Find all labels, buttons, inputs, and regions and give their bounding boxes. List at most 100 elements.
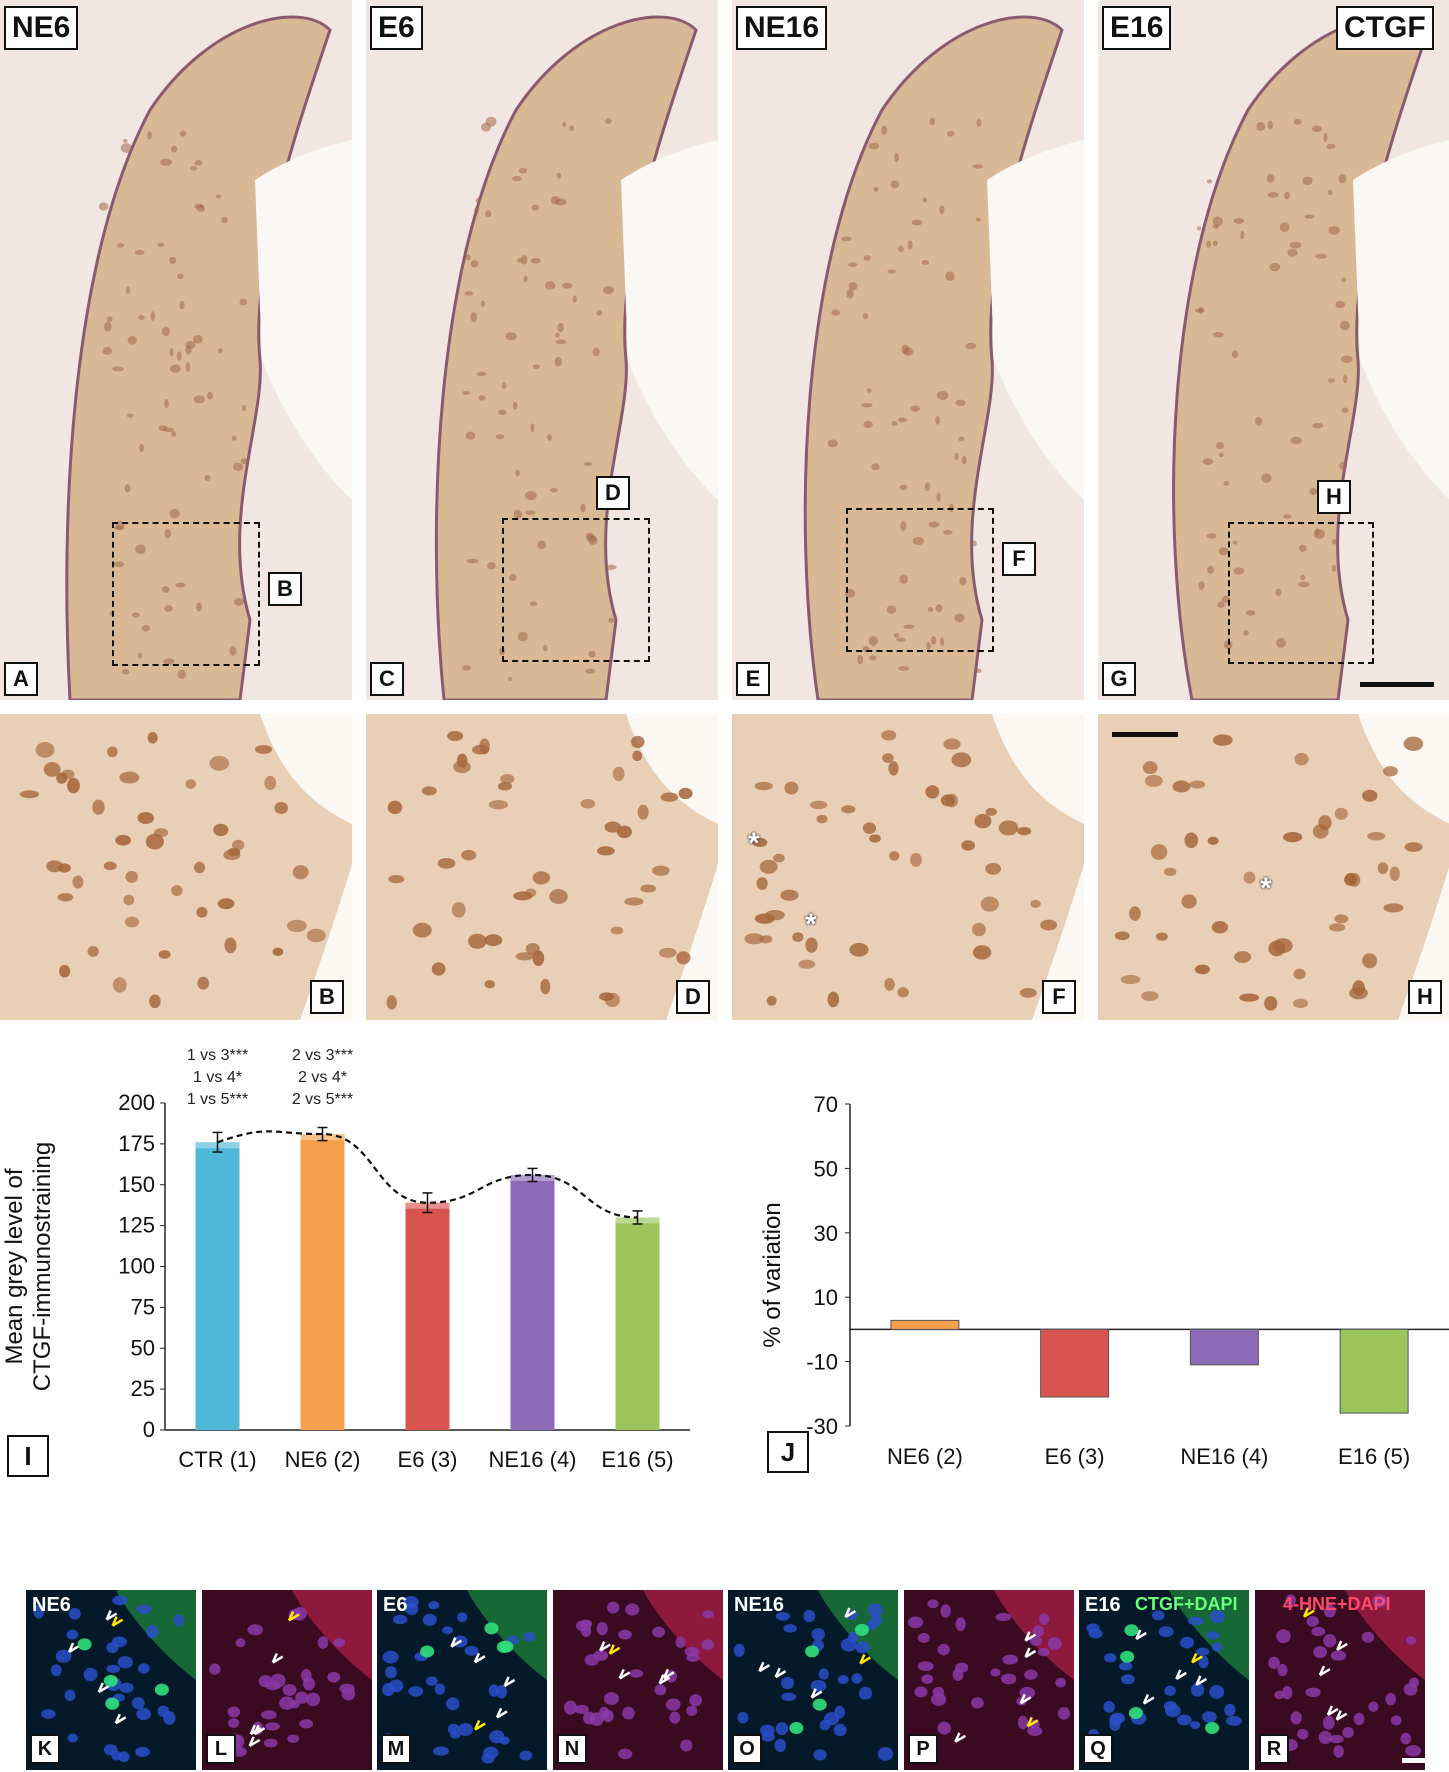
cell-dot <box>936 390 949 401</box>
y-tick-label: 200 <box>118 1090 155 1115</box>
nucleus <box>833 1723 847 1737</box>
cell-dot <box>116 243 125 248</box>
cell-dot <box>891 420 898 426</box>
nucleus <box>1103 1701 1115 1713</box>
nucleus <box>1039 1613 1050 1626</box>
cell-dot <box>975 217 981 222</box>
cell-dot <box>1326 143 1336 150</box>
y-tick-label: 150 <box>118 1172 155 1197</box>
nucleus <box>652 865 670 876</box>
nucleus <box>610 926 624 935</box>
nucleus <box>1362 953 1378 969</box>
nucleus <box>1144 774 1163 787</box>
fluor-letter: P <box>908 1734 938 1764</box>
nucleus <box>686 1705 698 1717</box>
inset-image <box>366 714 718 1020</box>
inset-letter: B <box>310 980 344 1014</box>
nucleus <box>72 875 84 889</box>
inset-image <box>0 714 352 1020</box>
cell-dot <box>1255 416 1263 426</box>
cell-dot <box>162 586 170 593</box>
cell-dot <box>462 390 470 395</box>
nucleus <box>701 1639 715 1650</box>
inset-box <box>112 522 260 666</box>
cell-dot <box>175 582 186 588</box>
positive-cell <box>1205 1721 1220 1734</box>
cell-dot <box>911 219 923 226</box>
nucleus <box>630 735 645 749</box>
nucleus <box>197 976 210 990</box>
cell-dot <box>239 298 248 306</box>
arrow-marker <box>1019 1693 1032 1705</box>
cell-dot <box>1218 547 1229 556</box>
cell-dot <box>869 655 877 661</box>
cell-dot <box>529 601 538 607</box>
panel-letter: G <box>1102 662 1136 696</box>
arrow-marker <box>473 1652 486 1664</box>
nucleus <box>306 928 326 943</box>
positive-cell <box>1124 1624 1139 1637</box>
scale-bar <box>1112 732 1178 737</box>
arrow-marker <box>810 1688 823 1699</box>
cell-dot <box>926 642 931 650</box>
nucleus <box>447 731 464 741</box>
nucleus <box>272 947 284 956</box>
nucleus <box>1328 923 1346 932</box>
cell-dot <box>897 245 904 253</box>
cell-dot <box>903 624 915 629</box>
nucleus <box>118 1751 130 1763</box>
nucleus <box>235 1638 246 1648</box>
chart-j: 70 50 30 10 -10 -30 % of variation NE6 (2) E6 (3… <box>760 1092 1449 1473</box>
cell-dot <box>556 172 562 179</box>
nucleus <box>408 1686 424 1697</box>
ihc-panel-c <box>366 0 718 700</box>
nucleus <box>421 786 437 796</box>
nucleus <box>1180 1636 1195 1649</box>
nucleus <box>1403 1683 1418 1696</box>
nucleus <box>1323 1604 1336 1618</box>
nucleus <box>945 793 958 808</box>
nucleus <box>1290 1711 1302 1725</box>
nucleus <box>754 781 773 791</box>
nucleus <box>603 1692 619 1706</box>
cell-dot <box>887 269 897 274</box>
cell-dot <box>1202 458 1214 465</box>
nucleus <box>1189 780 1206 789</box>
cell-dot <box>498 409 507 415</box>
nucleus <box>640 884 657 893</box>
nucleus <box>57 893 74 902</box>
nucleus <box>1318 1730 1332 1745</box>
cell-dot <box>126 413 134 418</box>
nucleus <box>1057 1707 1070 1720</box>
arrow-marker <box>1024 1647 1037 1659</box>
cell-dot <box>517 631 528 642</box>
cell-dot <box>1343 374 1348 384</box>
positive-cell <box>1128 1707 1143 1720</box>
inset-pointer-label: B <box>268 572 302 606</box>
cell-dot <box>532 364 540 370</box>
x-tick-label: NE16 (4) <box>1180 1444 1268 1469</box>
nucleus <box>756 877 768 890</box>
cell-dot <box>487 561 496 570</box>
cell-dot <box>584 461 593 467</box>
nucleus <box>209 1663 221 1675</box>
nucleus <box>851 1673 863 1684</box>
positive-cell <box>484 1622 499 1635</box>
nucleus <box>434 1683 446 1695</box>
nucleus <box>1305 1687 1321 1698</box>
inset-letter: F <box>1042 980 1076 1014</box>
cell-dot <box>544 281 556 290</box>
nucleus <box>149 994 161 1009</box>
nucleus <box>232 839 245 851</box>
cell-dot <box>466 558 479 564</box>
nucleus <box>624 897 644 906</box>
fluor-letter: N <box>557 1734 587 1764</box>
inset-panel-f <box>732 714 1084 1020</box>
inset-letter: H <box>1408 980 1442 1014</box>
cell-dot <box>495 434 505 440</box>
inset-panel-d <box>366 714 718 1020</box>
inset-box <box>1228 522 1374 664</box>
nucleus <box>387 800 403 815</box>
nucleus <box>1274 1690 1285 1700</box>
nucleus <box>464 1645 479 1656</box>
